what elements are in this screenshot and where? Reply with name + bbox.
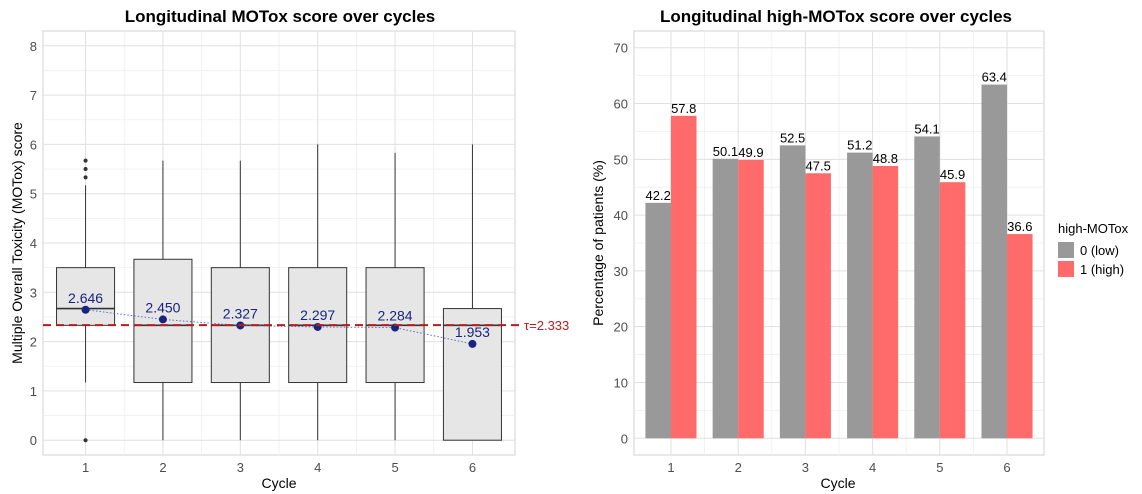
- bar-low: [645, 202, 671, 439]
- bar-value-label: 48.8: [873, 151, 898, 166]
- mean-value-label: 2.450: [145, 299, 180, 315]
- x-tick-label: 5: [391, 460, 398, 475]
- bar-value-label: 42.2: [646, 188, 671, 203]
- y-tick-label: 70: [614, 41, 628, 56]
- outlier-point: [83, 167, 88, 172]
- bar-value-label: 49.9: [738, 145, 763, 160]
- bar-chart-y-ticks: 0 10 20 30 40 50 60 70: [614, 41, 628, 447]
- x-tick-label: 3: [802, 460, 809, 475]
- bar-chart: Longitudinal high-MOTox score over cycle…: [590, 7, 1129, 491]
- y-tick-label: 50: [614, 152, 628, 167]
- bar-high: [872, 166, 899, 439]
- y-tick-label: 4: [30, 236, 37, 251]
- mean-value-label: 2.297: [300, 307, 335, 323]
- bar-chart-x-label: Cycle: [820, 475, 855, 491]
- y-tick-label: 6: [30, 137, 37, 152]
- bar-value-label: 54.1: [914, 121, 939, 136]
- x-tick-label: 1: [82, 460, 89, 475]
- bar-chart-x-ticks: 1 2 3 4 5 6: [667, 460, 1010, 475]
- bar-low: [847, 152, 873, 439]
- mean-value-label: 2.284: [378, 308, 413, 324]
- box: [442, 308, 502, 441]
- y-tick-label: 8: [30, 39, 37, 54]
- box-chart-title: Longitudinal MOTox score over cycles: [125, 7, 435, 26]
- mean-point: [81, 305, 90, 314]
- mean-value-label: 2.646: [68, 290, 103, 306]
- bar-low: [914, 136, 940, 439]
- outlier-point: [83, 438, 88, 443]
- y-tick-label: 60: [614, 97, 628, 112]
- outlier-point: [83, 158, 88, 163]
- mean-value-label: 2.327: [223, 305, 258, 321]
- mean-point: [158, 315, 167, 324]
- legend-label-high: 1 (high): [1080, 262, 1124, 277]
- bar-value-label: 52.5: [780, 130, 805, 145]
- x-tick-label: 4: [314, 460, 321, 475]
- y-tick-label: 10: [614, 375, 628, 390]
- bar-chart-title: Longitudinal high-MOTox score over cycle…: [660, 7, 1012, 26]
- x-tick-label: 3: [237, 460, 244, 475]
- bar-high: [738, 159, 764, 439]
- bar-value-label: 47.5: [806, 158, 831, 173]
- y-tick-label: 2: [30, 335, 37, 350]
- x-tick-label: 2: [159, 460, 166, 475]
- threshold-label: τ=2.333: [524, 318, 569, 333]
- y-tick-label: 3: [30, 285, 37, 300]
- bar-value-label: 51.2: [847, 138, 872, 153]
- outlier-point: [83, 175, 88, 180]
- box: [56, 267, 116, 326]
- bar-value-label: 57.8: [671, 101, 696, 116]
- x-tick-label: 6: [469, 460, 476, 475]
- y-tick-label: 20: [614, 320, 628, 335]
- box-chart-y-label: Multiple Overall Toxicity (MOTox) score: [9, 122, 25, 364]
- mean-point: [313, 322, 322, 331]
- y-tick-label: 0: [30, 433, 37, 448]
- x-tick-label: 2: [735, 460, 742, 475]
- y-tick-label: 5: [30, 187, 37, 202]
- legend: high-MOTox 0 (low) 1 (high): [1058, 221, 1129, 277]
- x-tick-label: 4: [869, 460, 876, 475]
- bar-value-label: 63.4: [982, 70, 1007, 85]
- y-tick-label: 0: [621, 431, 628, 446]
- y-tick-label: 1: [30, 384, 37, 399]
- box-chart-x-label: Cycle: [261, 475, 296, 491]
- x-tick-label: 1: [667, 460, 674, 475]
- box-chart-x-ticks: 1 2 3 4 5 6: [82, 460, 476, 475]
- legend-label-low: 0 (low): [1080, 243, 1119, 258]
- bar-low: [981, 84, 1008, 439]
- x-tick-label: 5: [936, 460, 943, 475]
- y-tick-label: 40: [614, 208, 628, 223]
- bar-value-label: 36.6: [1007, 219, 1032, 234]
- box-chart-boxes: [56, 144, 502, 443]
- legend-swatch-high: [1058, 261, 1074, 277]
- bar-value-label: 45.9: [940, 167, 965, 182]
- box-chart-y-ticks: 0 1 2 3 4 5 6 7 8: [30, 39, 37, 448]
- mean-value-label: 1.953: [455, 324, 490, 340]
- mean-point: [468, 339, 477, 348]
- bar-high: [939, 182, 966, 439]
- bar-chart-bars: [645, 84, 1033, 439]
- x-tick-label: 6: [1003, 460, 1010, 475]
- box-chart: Longitudinal MOTox score over cycles 0 1 2…: [9, 7, 569, 491]
- bar-chart-y-label: Percentage of patients (%): [590, 160, 606, 326]
- bar-low: [712, 158, 739, 439]
- bar-high: [1007, 234, 1033, 439]
- bar-chart-value-labels: 42.2 50.1 52.5 51.2 54.1 63.4 57.8 49.9 47.5 48.8…: [646, 70, 1033, 235]
- legend-title: high-MOTox: [1058, 221, 1129, 236]
- box-chart-means: 2.646 2.450 2.327 2.297 2.284 1.953: [68, 290, 490, 348]
- legend-swatch-low: [1058, 242, 1074, 258]
- bar-high: [670, 115, 697, 439]
- y-tick-label: 30: [614, 264, 628, 279]
- bar-low: [779, 145, 806, 439]
- bar-value-label: 50.1: [713, 144, 738, 159]
- bar-high: [805, 173, 831, 439]
- y-tick-label: 7: [30, 88, 37, 103]
